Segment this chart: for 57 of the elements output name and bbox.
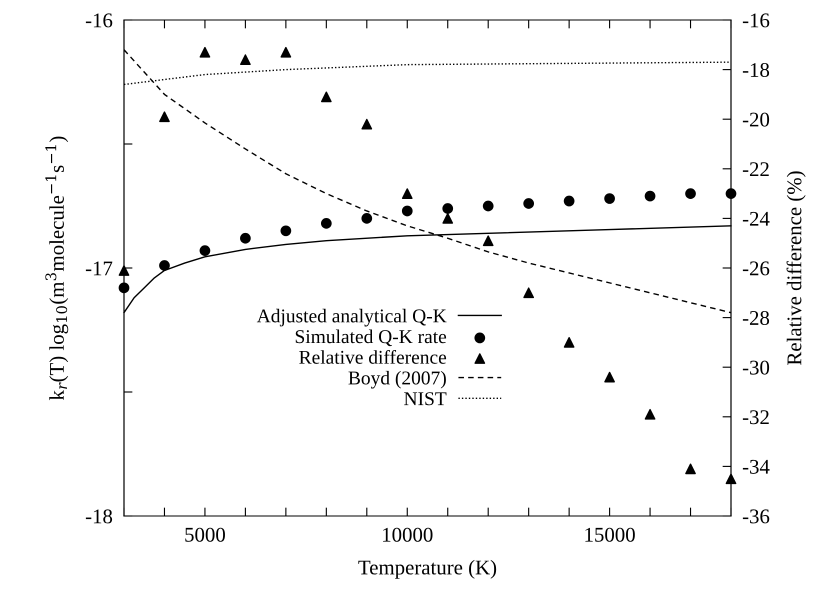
point: [118, 265, 130, 276]
point: [240, 54, 251, 66]
point: [685, 464, 696, 474]
x-tick-label: 15000: [585, 528, 635, 542]
point: [685, 188, 696, 199]
point: [159, 260, 170, 271]
text: k$_{r}$(T) log$_{10}$(m$^{3}$molecule$^{−1}$s$^{−1}$): [45, 136, 68, 400]
y-tick-label: -18: [86, 509, 112, 524]
point: [402, 188, 413, 199]
point: [604, 372, 615, 382]
y2-tick-label: -36: [742, 509, 770, 524]
point: [726, 473, 736, 484]
point: [320, 92, 332, 102]
point: [644, 190, 656, 202]
legend-label: NIST: [404, 392, 446, 406]
y2-tick-label: -26: [742, 261, 770, 276]
point: [523, 287, 534, 298]
point: [482, 235, 494, 246]
point: [442, 203, 454, 214]
y2-tick-label: -28: [742, 310, 770, 326]
x-tick-label: 10000: [383, 528, 433, 542]
point: [240, 232, 251, 244]
y-tick-label: -16: [86, 13, 112, 28]
y2-axis-title: Relative difference (%): [786, 171, 806, 365]
legend-label: Relative difference: [299, 350, 446, 364]
y2-tick-label: -16: [742, 13, 770, 28]
point: [361, 118, 372, 130]
point: [200, 46, 210, 58]
point: [118, 282, 130, 294]
point: [564, 196, 574, 206]
legend-label: Boyd (2007): [348, 370, 446, 389]
point: [200, 245, 210, 256]
legend-label: Adjusted analytical Q-K: [256, 308, 447, 326]
point: [361, 213, 372, 224]
y2-tick-label: -30: [742, 360, 770, 375]
point: [726, 188, 736, 199]
point: [402, 206, 413, 216]
y2-tick-label: -32: [742, 410, 769, 424]
point: [159, 111, 170, 122]
point: [644, 408, 656, 420]
point: [523, 198, 534, 209]
y2-tick-label: -24: [742, 212, 770, 226]
point: [442, 213, 454, 224]
y2-tick-label: -18: [742, 62, 770, 78]
y2-tick-label: -22: [742, 162, 769, 176]
point: [280, 225, 292, 236]
point: [280, 46, 292, 58]
point: [320, 218, 332, 229]
x-tick-label: 5000: [185, 528, 225, 542]
y-tick-label: -17: [86, 261, 112, 276]
point: [564, 337, 574, 348]
legend-label: Simulated Q-K rate: [296, 330, 446, 346]
point: [604, 193, 615, 204]
point: [482, 200, 494, 212]
y2-tick-label: -20: [742, 112, 770, 127]
x-axis-title: Temperature (K): [358, 560, 496, 579]
y2-tick-label: -34: [742, 460, 770, 474]
